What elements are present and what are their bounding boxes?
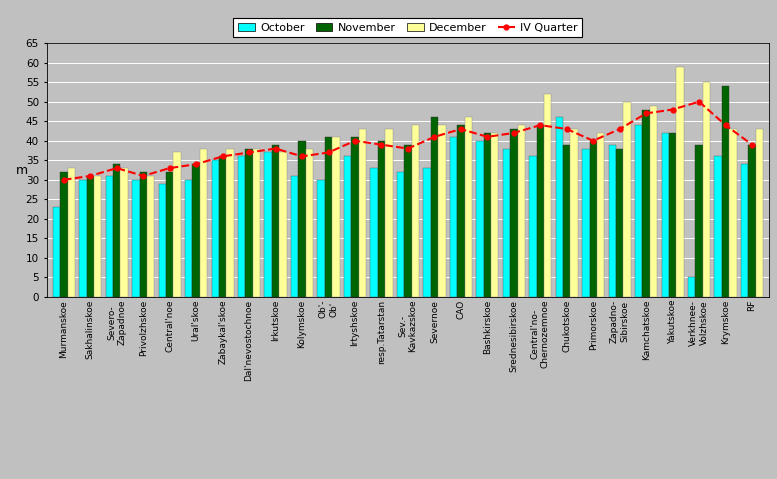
Legend: October, November, December, IV Quarter: October, November, December, IV Quarter: [233, 18, 583, 37]
Bar: [517, 125, 525, 297]
Bar: [597, 133, 605, 297]
Bar: [643, 110, 650, 297]
Bar: [106, 176, 113, 297]
Bar: [253, 148, 260, 297]
Bar: [616, 148, 623, 297]
Bar: [53, 207, 60, 297]
Bar: [193, 164, 200, 297]
Bar: [86, 176, 94, 297]
Bar: [476, 141, 483, 297]
Bar: [397, 172, 404, 297]
Bar: [113, 164, 120, 297]
Bar: [450, 137, 457, 297]
Bar: [608, 145, 616, 297]
Bar: [423, 168, 430, 297]
Bar: [185, 180, 193, 297]
Bar: [60, 172, 68, 297]
Bar: [371, 168, 378, 297]
Bar: [730, 129, 737, 297]
Bar: [741, 164, 748, 297]
Bar: [650, 105, 657, 297]
Bar: [748, 145, 756, 297]
Bar: [483, 133, 491, 297]
Bar: [510, 129, 517, 297]
Bar: [68, 168, 75, 297]
Bar: [537, 125, 544, 297]
Bar: [344, 156, 351, 297]
Bar: [756, 129, 763, 297]
Bar: [695, 145, 702, 297]
Bar: [688, 277, 695, 297]
Bar: [291, 176, 298, 297]
Bar: [219, 156, 226, 297]
Bar: [556, 117, 563, 297]
Bar: [503, 148, 510, 297]
Bar: [722, 86, 730, 297]
Bar: [412, 125, 419, 297]
Bar: [404, 145, 412, 297]
Bar: [563, 145, 570, 297]
Bar: [147, 176, 155, 297]
Bar: [238, 156, 246, 297]
Bar: [582, 148, 590, 297]
Bar: [173, 152, 181, 297]
Bar: [590, 141, 597, 297]
Bar: [226, 148, 234, 297]
Bar: [132, 180, 140, 297]
Bar: [140, 172, 147, 297]
Bar: [120, 168, 128, 297]
Bar: [359, 129, 366, 297]
Bar: [465, 117, 472, 297]
Bar: [79, 180, 86, 297]
Bar: [166, 172, 173, 297]
Bar: [676, 67, 684, 297]
Bar: [438, 125, 445, 297]
Bar: [491, 133, 499, 297]
Bar: [714, 156, 722, 297]
Bar: [430, 117, 438, 297]
Bar: [200, 148, 207, 297]
Bar: [264, 152, 272, 297]
Bar: [159, 184, 166, 297]
Bar: [246, 148, 253, 297]
Bar: [385, 129, 392, 297]
Y-axis label: m: m: [16, 163, 28, 177]
Bar: [306, 148, 313, 297]
Bar: [661, 133, 669, 297]
Bar: [279, 152, 287, 297]
Bar: [378, 141, 385, 297]
Bar: [351, 137, 359, 297]
Bar: [635, 125, 643, 297]
Bar: [272, 145, 279, 297]
Bar: [669, 133, 676, 297]
Bar: [333, 137, 340, 297]
Bar: [298, 141, 306, 297]
Bar: [529, 156, 537, 297]
Bar: [623, 102, 631, 297]
Bar: [325, 137, 333, 297]
Bar: [94, 176, 102, 297]
Bar: [544, 94, 552, 297]
Bar: [570, 129, 578, 297]
Bar: [702, 82, 710, 297]
Bar: [317, 180, 325, 297]
Bar: [211, 160, 219, 297]
Bar: [457, 125, 465, 297]
